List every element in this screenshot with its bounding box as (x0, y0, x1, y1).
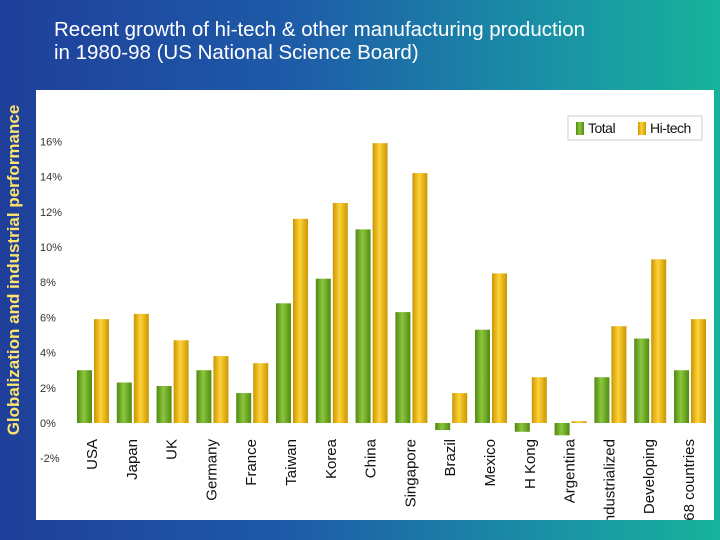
bar-total (554, 423, 570, 436)
x-category-label: USA (84, 439, 101, 470)
bar-chart: -2% 0% 2% 4% 6% 8% 10% 12% 14% 16% USA Japan UK Germa… (40, 115, 706, 520)
x-category-label: Japan (124, 439, 141, 480)
bar-hitech (293, 218, 308, 423)
bar-total (77, 370, 92, 423)
x-category-label: Mexico (482, 439, 499, 487)
x-category-label: H Kong (522, 439, 539, 489)
bar-total (475, 329, 490, 423)
y-tick-label: -2% (40, 453, 60, 465)
bar-total (315, 278, 331, 423)
x-category-label: Singapore (402, 439, 419, 507)
x-category-label: France (243, 439, 260, 486)
y-tick-label: 0% (40, 418, 56, 430)
bar-total (156, 386, 172, 423)
y-tick-label: 2% (40, 383, 56, 395)
bar-total (435, 423, 451, 431)
bar-hitech (213, 356, 229, 423)
y-tick-label: 10% (40, 242, 62, 254)
bar-hitech (691, 319, 706, 423)
bar-total (514, 423, 530, 432)
y-tick-label: 16% (40, 136, 62, 148)
legend-swatch-total (576, 122, 584, 135)
bar-hitech (412, 173, 428, 423)
bar-total (196, 370, 212, 423)
bar-hitech (571, 421, 587, 423)
bar-hitech (94, 319, 109, 423)
slide-title: Recent growth of hi-tech & other manufac… (54, 18, 704, 64)
bar-total (355, 229, 371, 423)
x-category-label: Korea (323, 438, 340, 479)
y-tick-label: 8% (40, 277, 56, 289)
y-tick-label: 14% (40, 172, 62, 184)
x-category-label: Germany (203, 439, 220, 501)
y-tick-label: 6% (40, 312, 56, 324)
x-category-label: Argentina (562, 438, 579, 503)
bar-hitech (452, 393, 468, 423)
bar-hitech (173, 340, 189, 423)
bar-total (594, 377, 610, 423)
vertical-title: Globalization and industrial performance (4, 104, 23, 436)
x-category-label: Brazil (442, 439, 459, 477)
chart-area: -2% 0% 2% 4% 6% 8% 10% 12% 14% 16% USA Japan UK Germa… (36, 90, 714, 520)
vertical-title-bar: Globalization and industrial performance (0, 0, 28, 540)
slide-title-line-1: Recent growth of hi-tech & other manufac… (54, 18, 586, 41)
bar-hitech (133, 313, 149, 423)
x-category-label: Industrialized (601, 439, 618, 520)
bar-hitech (332, 203, 348, 423)
y-tick-label: 12% (40, 207, 62, 219)
bar-hitech (611, 326, 627, 423)
bar-hitech (253, 363, 269, 423)
bar-total (236, 393, 252, 423)
y-tick-label: 4% (40, 348, 56, 360)
slide-title-line-2: in 1980-98 (US National Science Board) (54, 41, 419, 64)
x-category-label: China (363, 438, 380, 478)
legend-label: Total (588, 120, 615, 136)
x-category-label: UK (164, 439, 181, 460)
x-category-label: Taiwan (283, 439, 300, 486)
bar-total (395, 312, 411, 423)
legend-label: Hi-tech (650, 120, 691, 136)
bar-total (634, 338, 650, 423)
x-category-label: Developing (641, 439, 658, 514)
bar-total (276, 303, 291, 423)
bar-total (674, 370, 689, 423)
legend-box (567, 115, 703, 141)
bar-hitech (531, 377, 547, 423)
legend-swatch-hitech (638, 122, 646, 135)
bar-total (116, 382, 132, 423)
x-category-label: 68 countries (681, 439, 698, 520)
bar-hitech (372, 143, 388, 423)
bar-hitech (492, 273, 507, 423)
bar-hitech (651, 259, 667, 423)
